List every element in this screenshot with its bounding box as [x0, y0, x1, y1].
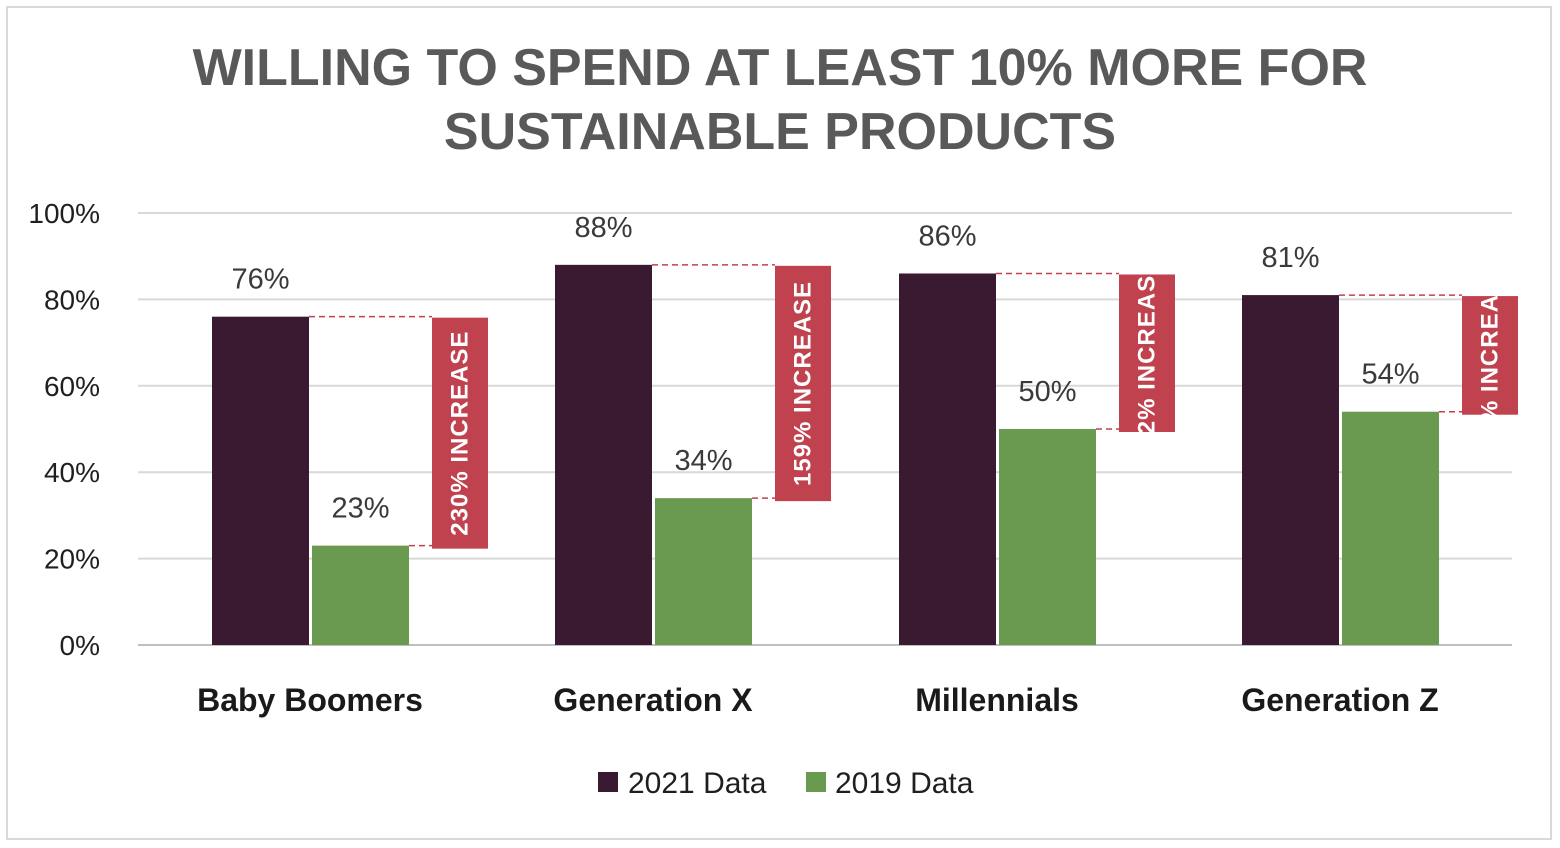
data-label-2021: 88% — [574, 212, 632, 244]
data-label-2019: 34% — [674, 445, 732, 477]
bar-2019 — [312, 545, 409, 645]
increase-label: 230% INCREASE — [447, 331, 474, 536]
bar-2019 — [655, 498, 752, 645]
category-label: Generation Z — [1241, 682, 1438, 718]
bar-2021 — [899, 273, 996, 645]
data-label-2019: 23% — [331, 493, 389, 525]
bar-2019 — [1342, 411, 1439, 645]
y-tick-label: 40% — [44, 457, 100, 488]
legend-label: 2019 Data — [835, 767, 974, 800]
bar-2021 — [212, 316, 309, 645]
legend-label: 2021 Data — [628, 767, 767, 800]
chart-title-line-1: WILLING TO SPEND AT LEAST 10% MORE FOR — [192, 39, 1368, 97]
bar-2019 — [999, 429, 1096, 645]
y-tick-label: 80% — [44, 284, 100, 315]
increase-label: 159% INCREASE — [790, 281, 817, 486]
bar-2021 — [555, 264, 652, 645]
legend-swatch — [806, 772, 826, 792]
increase-label: 72% INCREASE — [1134, 258, 1161, 449]
y-tick-label: 20% — [44, 544, 100, 575]
data-label-2021: 86% — [918, 220, 976, 252]
increase-box — [432, 317, 488, 549]
y-tick-label: 60% — [44, 371, 100, 402]
increase-label: 50% INCREASE — [1477, 260, 1504, 451]
data-label-2021: 81% — [1261, 242, 1319, 274]
data-label-2019: 54% — [1361, 359, 1419, 391]
data-label-2021: 76% — [231, 264, 289, 296]
y-tick-label: 100% — [28, 198, 100, 229]
category-label: Baby Boomers — [197, 682, 423, 718]
increase-box — [1462, 296, 1518, 415]
legend-swatch — [598, 772, 618, 792]
category-label: Millennials — [915, 682, 1079, 718]
category-label: Generation X — [553, 682, 753, 718]
y-tick-label: 0% — [60, 630, 100, 661]
chart-title: WILLING TO SPEND AT LEAST 10% MORE FOR S… — [0, 36, 1560, 164]
data-label-2019: 50% — [1018, 376, 1076, 408]
bar-2021 — [1242, 295, 1339, 645]
increase-box — [1119, 274, 1175, 432]
increase-box — [775, 265, 831, 502]
chart-title-line-2: SUSTAINABLE PRODUCTS — [443, 103, 1117, 161]
